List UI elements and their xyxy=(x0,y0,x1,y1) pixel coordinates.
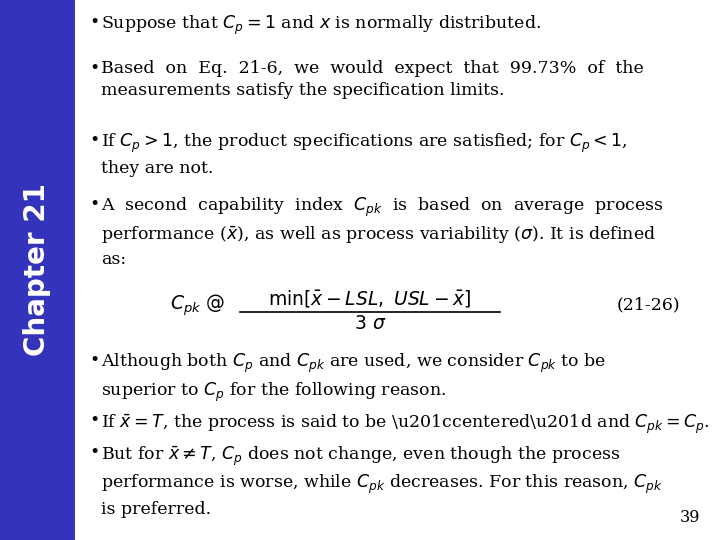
Text: (21-26): (21-26) xyxy=(616,296,680,314)
Text: •: • xyxy=(89,132,99,149)
Text: •: • xyxy=(89,444,99,461)
Text: •: • xyxy=(89,196,99,213)
Text: Although both $C_p$ and $C_{pk}$ are used, we consider $C_{pk}$ to be
superior t: Although both $C_p$ and $C_{pk}$ are use… xyxy=(101,352,606,404)
Text: •: • xyxy=(89,412,99,429)
Text: $3\ \sigma$: $3\ \sigma$ xyxy=(354,315,386,333)
Text: $\mathrm{min}\left[\bar{x} - LSL,\ USL - \bar{x}\right]$: $\mathrm{min}\left[\bar{x} - LSL,\ USL -… xyxy=(269,288,472,309)
Text: Based  on  Eq.  21-6,  we  would  expect  that  99.73%  of  the
measurements sat: Based on Eq. 21-6, we would expect that … xyxy=(101,60,644,98)
Text: 39: 39 xyxy=(680,509,700,526)
Text: If $\bar{x} = T$, the process is said to be \u201ccentered\u201d and $C_{pk} = C: If $\bar{x} = T$, the process is said to… xyxy=(101,412,710,436)
Text: A  second  capability  index  $C_{pk}$  is  based  on  average  process
performa: A second capability index $C_{pk}$ is ba… xyxy=(101,196,664,268)
Text: •: • xyxy=(89,14,99,31)
Text: If $C_p > 1$, the product specifications are satisfied; for $C_p < 1$,
they are : If $C_p > 1$, the product specifications… xyxy=(101,132,628,177)
Text: •: • xyxy=(89,352,99,369)
Text: But for $\bar{x} \neq T$, $C_p$ does not change, even though the process
perform: But for $\bar{x} \neq T$, $C_p$ does not… xyxy=(101,444,663,518)
Text: Suppose that $C_p = 1$ and $x$ is normally distributed.: Suppose that $C_p = 1$ and $x$ is normal… xyxy=(101,14,541,37)
Text: Chapter 21: Chapter 21 xyxy=(24,184,52,356)
Bar xyxy=(0,0,75,540)
Text: $C_{pk}\ @$: $C_{pk}\ @$ xyxy=(170,292,225,318)
Text: •: • xyxy=(89,60,99,77)
